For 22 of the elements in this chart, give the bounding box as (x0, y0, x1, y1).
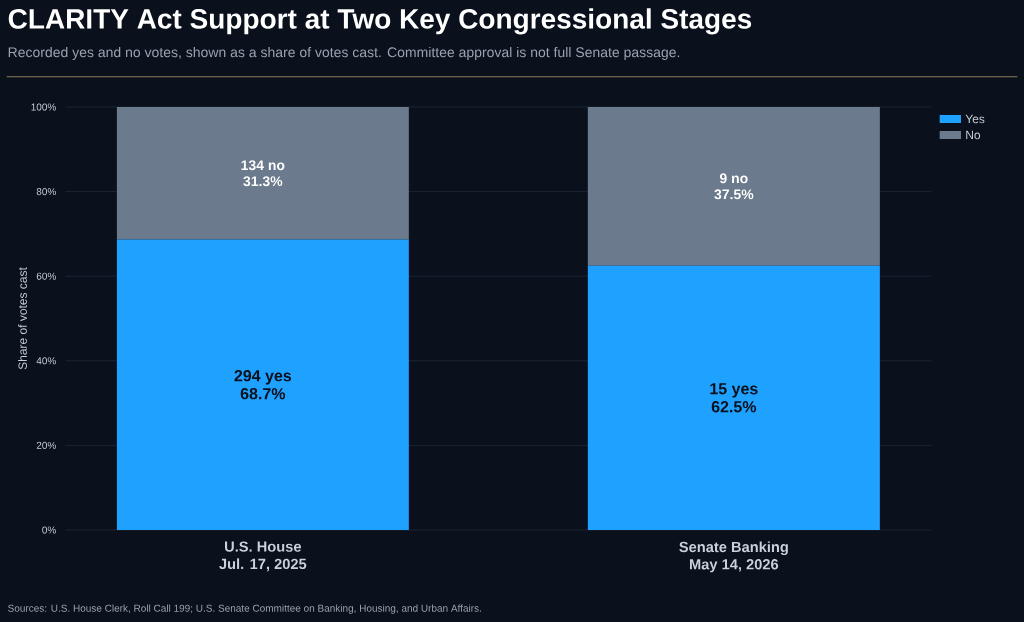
data-label: 15 yes 62.5% (710, 383, 758, 413)
bar (587, 265, 880, 530)
data-label: 9 no 37.5% (714, 173, 754, 200)
y-tick-label: 40% (36, 357, 56, 365)
chart-title: CLARITY Act Support at Two Key Congressional Stages (8, 8, 752, 35)
y-axis-title: Share of votes cast (18, 267, 27, 370)
data-label: 294 yes 68.7% (234, 370, 292, 400)
legend-label: Yes (965, 114, 985, 124)
bar (587, 107, 880, 266)
y-tick-label: 100% (31, 103, 56, 111)
bar (116, 107, 409, 240)
legend-label: No (966, 130, 981, 140)
chart-subtitle: Recorded yes and no votes, shown as a share of votes cast. Committee approval is not full Senate passage. (8, 46, 680, 60)
y-tick-label: 60% (36, 272, 56, 280)
data-label: 134 no 31.3% (241, 160, 285, 187)
y-tick-label: 0% (42, 526, 56, 534)
x-tick-label: Senate Banking May 14, 2026 (679, 541, 788, 573)
y-tick-label: 80% (36, 188, 56, 196)
bar (116, 239, 409, 530)
source-note: Sources: U.S. House Clerk, Roll Call 199; U.S. Senate Committee on Banking, Housing, and Urban Affairs. (8, 604, 481, 614)
x-tick-label: U.S. House Jul. 17, 2025 (219, 541, 307, 572)
y-tick-label: 20% (36, 441, 56, 449)
